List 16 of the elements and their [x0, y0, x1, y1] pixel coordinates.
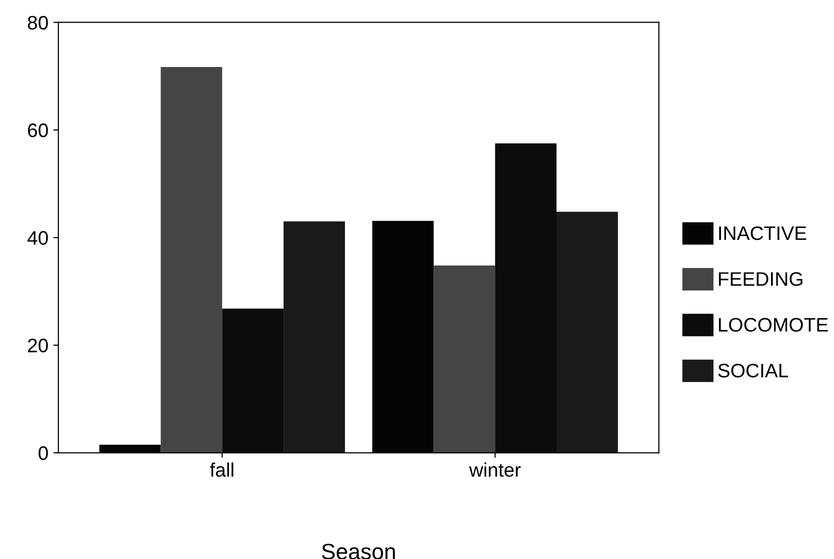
bar [434, 266, 496, 453]
bar [284, 221, 345, 453]
bar [556, 212, 618, 453]
y-tick-label: 80 [28, 16, 48, 30]
y-tick-label: 20 [28, 338, 48, 352]
x-tick-label: winter [469, 462, 521, 477]
legend-label: LOCOMOTE [718, 318, 828, 332]
y-tick-label: 40 [27, 231, 48, 245]
legend-label: INACTIVE [719, 226, 806, 240]
y-tick-label: 0 [38, 446, 48, 460]
legend-label: SOCIAL [718, 364, 788, 378]
bar [160, 67, 222, 453]
y-tick-label: 60 [28, 123, 48, 138]
x-tick-label: fall [210, 462, 234, 477]
legend-label: FEEDING [718, 272, 802, 286]
x-axis-title: Season [322, 544, 395, 559]
